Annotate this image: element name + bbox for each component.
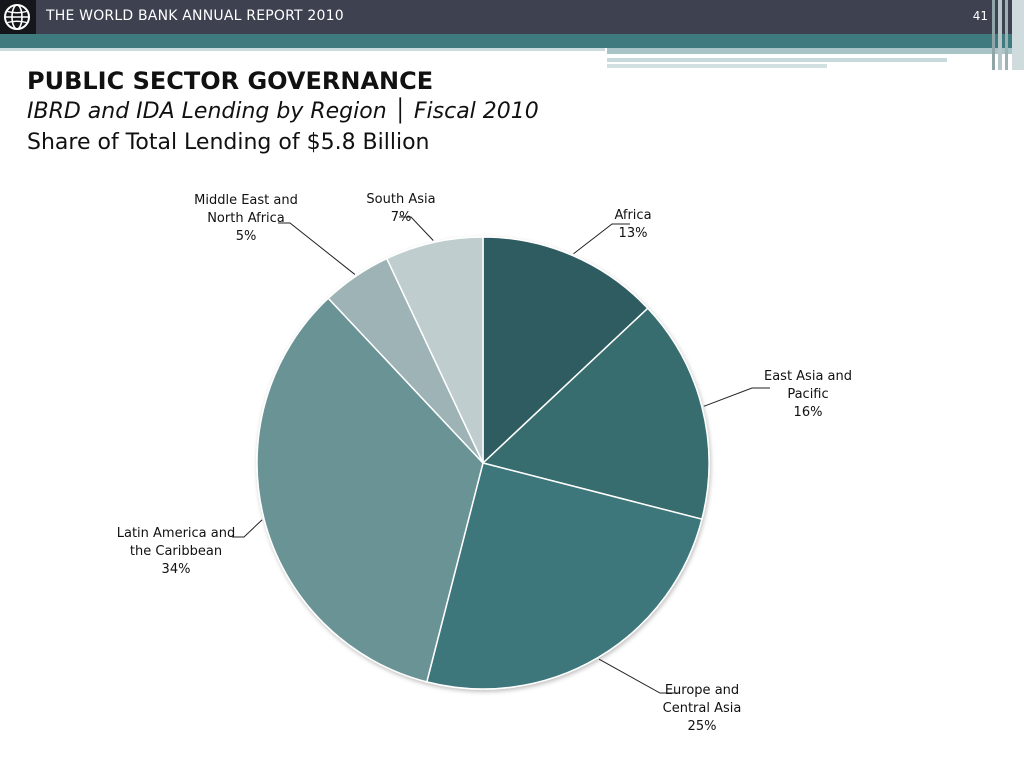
page-number: 41 <box>972 9 988 23</box>
slice-label: South Asia 7% <box>366 192 435 225</box>
leader-line <box>573 223 630 255</box>
report-title: THE WORLD BANK ANNUAL REPORT 2010 <box>46 8 344 24</box>
slice-value-label: 13% <box>619 226 648 241</box>
slide-title: PUBLIC SECTOR GOVERNANCE <box>27 67 434 95</box>
slice-value-label: 25% <box>688 719 717 734</box>
slice-category-label: South Asia <box>366 192 435 207</box>
header-accent-band <box>0 34 1024 48</box>
slice-category-label: Africa <box>614 208 651 223</box>
slice-category-label: East Asia and <box>764 369 852 384</box>
slice-category-label: Latin America and <box>117 526 236 541</box>
header-bar: THE WORLD BANK ANNUAL REPORT 2010 41 <box>0 0 1024 34</box>
leader-line <box>278 222 356 275</box>
slice-label: East Asia and Pacific 16% <box>764 369 852 420</box>
decorative-stripe <box>0 48 605 51</box>
slice-category-label: Pacific <box>787 387 828 402</box>
pie-slice-east-asia-and-pacific <box>481 307 710 521</box>
decorative-stripe <box>607 58 947 62</box>
leader-line <box>703 387 770 407</box>
slide-subtitle: IBRD and IDA Lending by Region │ Fiscal … <box>27 99 539 124</box>
decorative-stripe <box>607 48 1024 54</box>
pie-slice-south-asia <box>385 236 484 464</box>
slice-category-label: Central Asia <box>663 701 742 716</box>
slice-value-label: 7% <box>391 210 412 225</box>
slice-value-label: 34% <box>162 562 191 577</box>
decorative-stripe <box>607 64 827 68</box>
slide-title-block: PUBLIC SECTOR GOVERNANCE IBRD and IDA Le… <box>27 66 539 158</box>
slice-category-label: Middle East and <box>194 193 298 208</box>
pie-slice-europe-and-central-asia <box>425 462 703 690</box>
slice-category-label: the Caribbean <box>130 544 222 559</box>
slice-value-label: 5% <box>236 229 257 244</box>
slice-category-label: North Africa <box>207 211 285 226</box>
leader-line <box>399 216 434 241</box>
world-bank-globe-icon <box>0 0 36 34</box>
slice-label: Latin America and the Caribbean 34% <box>117 526 236 577</box>
leader-line <box>232 519 263 538</box>
slice-category-label: Europe and <box>665 683 739 698</box>
slice-label: Africa 13% <box>614 208 651 241</box>
decorative-stripe <box>998 0 1002 70</box>
pie-slice-latin-america-and-the-caribbean <box>256 297 484 683</box>
slice-label: Europe and Central Asia 25% <box>663 683 742 734</box>
pie-slice-africa <box>482 236 649 465</box>
decorative-stripe <box>992 0 995 70</box>
slice-value-label: 16% <box>794 405 823 420</box>
decorative-stripe <box>1012 0 1024 70</box>
slide-subtitle-total: Share of Total Lending of $5.8 Billion <box>27 130 430 155</box>
decorative-stripe <box>1005 0 1008 70</box>
leader-line <box>598 658 678 694</box>
slice-label: Middle East and North Africa 5% <box>194 193 298 244</box>
